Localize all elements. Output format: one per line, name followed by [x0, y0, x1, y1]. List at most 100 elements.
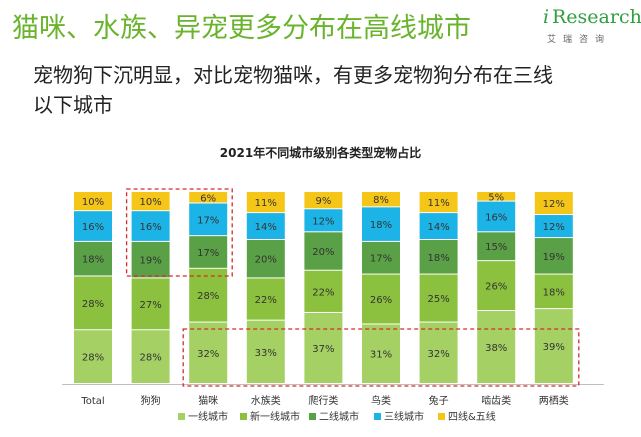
data-label: 5% — [488, 192, 504, 203]
category-label: 兔子 — [429, 394, 449, 407]
bar-segment — [246, 213, 285, 239]
category-label: Total — [80, 396, 104, 407]
legend-swatch — [178, 413, 185, 420]
data-label: 25% — [427, 294, 449, 305]
data-label: 39% — [543, 342, 565, 353]
data-label: 28% — [82, 353, 104, 364]
bar-segment — [304, 270, 343, 312]
bar-segment — [304, 192, 343, 209]
data-label: 27% — [139, 300, 161, 311]
bar-segment — [74, 211, 112, 241]
bar-segment — [131, 241, 170, 278]
data-label: 20% — [312, 247, 334, 258]
chart-title: 2021年不同城市级别各类型宠物占比 — [219, 146, 422, 160]
bar-segment — [74, 241, 112, 276]
legend-label: 三线城市 — [384, 410, 424, 423]
bar-segment — [131, 278, 170, 330]
bar-segment — [131, 192, 170, 211]
bar-segment — [246, 192, 285, 213]
bar-segment — [534, 274, 573, 309]
bar-segment — [74, 330, 112, 383]
data-label: 28% — [139, 353, 161, 364]
highlight-box-dog-cat — [125, 188, 233, 277]
bar-segment — [477, 232, 516, 261]
data-label: 26% — [485, 282, 507, 293]
data-label: 37% — [312, 344, 334, 355]
bar-segment — [304, 312, 343, 383]
data-label: 32% — [197, 349, 219, 360]
bar-segment — [74, 192, 112, 211]
category-label: 两栖类 — [539, 394, 569, 407]
data-label: 38% — [485, 343, 507, 354]
data-label: 9% — [315, 196, 331, 207]
data-label: 12% — [312, 216, 334, 227]
bar-segment — [131, 330, 170, 383]
data-label: 28% — [197, 291, 219, 302]
bar-segment — [477, 192, 516, 201]
page-subtitle: 宠物狗下沉明显，对比宠物猫咪，有更多宠物狗分布在三线以下城市 — [33, 63, 553, 117]
bar-segment — [362, 192, 400, 207]
legend-label: 一线城市 — [188, 410, 228, 423]
bar-segment — [362, 207, 400, 241]
data-label: 18% — [370, 220, 392, 231]
data-label: 20% — [255, 255, 277, 266]
data-label: 18% — [427, 253, 449, 264]
legend-label: 四线&五线 — [448, 410, 496, 423]
data-label: 12% — [543, 222, 565, 233]
bar-segment — [189, 268, 228, 322]
highlight-box-tier1 — [182, 328, 580, 387]
data-label: 22% — [255, 295, 277, 306]
data-label: 16% — [485, 212, 507, 223]
data-label: 17% — [197, 215, 219, 226]
bar-segment — [189, 322, 228, 383]
bar-segment — [419, 213, 458, 239]
bar-segment — [362, 241, 400, 274]
bar-segment — [189, 192, 228, 203]
legend-swatch — [309, 413, 316, 420]
category-label: 猫咪 — [198, 394, 218, 407]
bar-segment — [362, 324, 400, 383]
bar-segment — [304, 209, 343, 232]
logo-mark: i — [543, 6, 550, 28]
data-label: 11% — [427, 198, 449, 209]
category-label: 狗狗 — [141, 394, 161, 407]
data-label: 10% — [82, 197, 104, 208]
data-label: 8% — [373, 195, 389, 206]
data-label: 33% — [255, 348, 277, 359]
data-label: 14% — [427, 222, 449, 233]
legend-swatch — [374, 413, 381, 420]
data-label: 17% — [197, 248, 219, 259]
bar-segment — [534, 215, 573, 238]
bar-segment — [477, 201, 516, 232]
data-label: 28% — [82, 299, 104, 310]
data-label: 19% — [139, 256, 161, 267]
bar-segment — [534, 192, 573, 215]
bar-segment — [304, 232, 343, 270]
data-label: 15% — [485, 242, 507, 253]
page-title: 猫咪、水族、异宠更多分布在高线城市 — [12, 13, 471, 44]
bar-segment — [534, 309, 573, 383]
logo-subtitle: 艾瑞咨询 — [547, 35, 612, 45]
data-label: 14% — [255, 222, 277, 233]
iresearch-logo: i Research 艾瑞咨询 — [543, 4, 641, 48]
data-label: 18% — [82, 255, 104, 266]
legend-label: 新一线城市 — [250, 410, 300, 423]
data-label: 6% — [200, 193, 216, 204]
category-label: 啮齿类 — [481, 394, 511, 407]
data-label: 10% — [139, 197, 161, 208]
category-label: 鸟类 — [371, 394, 391, 407]
bar-segment — [131, 211, 170, 241]
legend-swatch — [438, 413, 445, 420]
data-label: 17% — [370, 254, 392, 265]
data-label: 12% — [543, 199, 565, 210]
bar-segment — [74, 276, 112, 330]
bar-segment — [189, 236, 228, 268]
data-label: 16% — [139, 222, 161, 233]
bar-segment — [419, 274, 458, 322]
data-label: 19% — [543, 252, 565, 263]
bar-segment — [189, 203, 228, 236]
bar-segment — [246, 278, 285, 320]
bar-segment — [534, 238, 573, 274]
category-label: 水族类 — [251, 394, 281, 407]
